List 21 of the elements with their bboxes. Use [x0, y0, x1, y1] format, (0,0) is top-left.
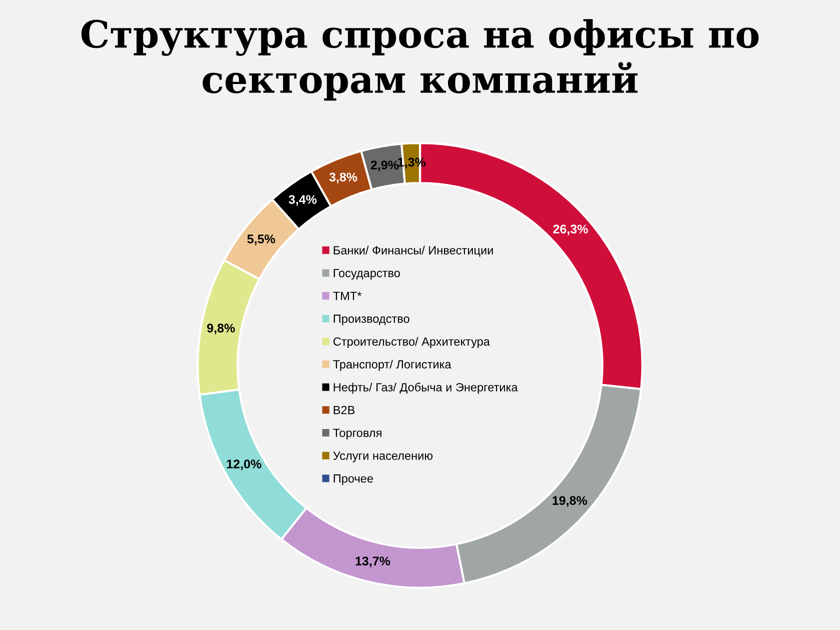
legend-label: Транспорт/ Логистика	[333, 360, 452, 371]
data-label: 12,0%	[226, 460, 262, 470]
legend-label: Прочее	[334, 474, 373, 486]
legend-label: Банки/ Финансы/ Инвестиции	[334, 246, 493, 257]
legend-label: Производство	[334, 314, 410, 326]
chart-title: Структура спроса на офисы по секторам компаний	[81, 19, 759, 101]
data-label: 9,8%	[207, 324, 235, 334]
legend-label: Услуги населению	[333, 452, 433, 462]
data-label: 3,4%	[288, 195, 317, 206]
legend-label: Строительство/ Архитектура	[333, 337, 490, 348]
legend-label: B2B	[334, 406, 355, 414]
data-label: 13,7%	[356, 556, 390, 568]
data-label: 26,3%	[553, 224, 588, 236]
legend-label: Торговля	[333, 428, 382, 440]
legend-label: Нефть/ Газ/ Добыча и Энергетика	[334, 382, 518, 394]
data-label: 5,5%	[247, 234, 276, 246]
legend-label: Государство	[334, 269, 400, 280]
data-label: 3,8%	[329, 172, 358, 184]
data-label: 2,9%	[370, 160, 399, 172]
data-label: 19,8%	[552, 496, 588, 507]
legend-label: ТМТ*	[333, 292, 362, 300]
